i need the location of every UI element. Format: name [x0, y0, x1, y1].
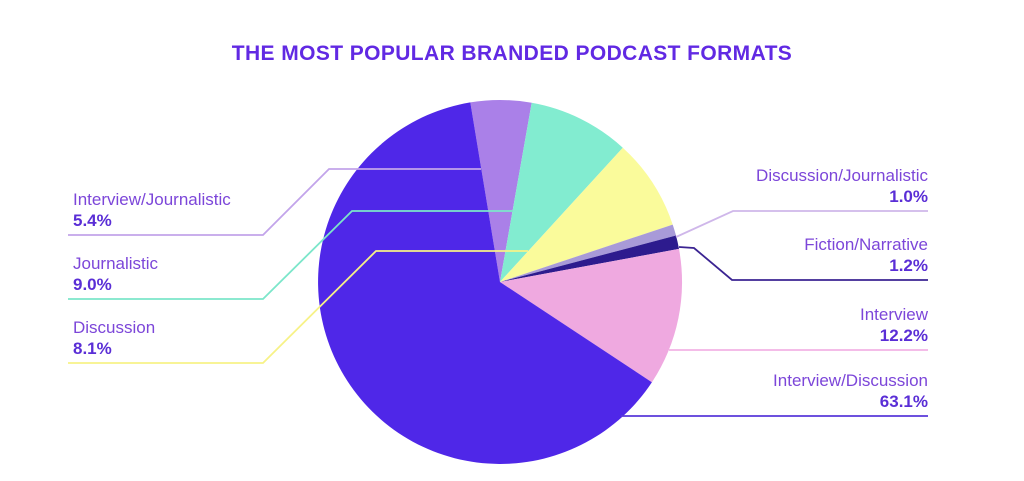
slice-label-fiction-narrative: Fiction/Narrative 1.2% — [804, 234, 928, 276]
slice-label-name: Journalistic — [73, 254, 159, 273]
slice-label-name: Discussion — [73, 318, 156, 337]
leader-line-interview-journalistic — [68, 168, 481, 236]
slice-label-interview: Interview 12.2% — [860, 304, 928, 346]
pie-slice-discussion-journalistic — [500, 224, 676, 282]
slice-label-value: 1.2% — [889, 256, 928, 275]
leader-line-discussion — [68, 250, 528, 364]
slice-label-name: Discussion/Journalistic — [756, 166, 928, 185]
pie-slice-journalistic — [500, 102, 623, 282]
pie-slice-interview — [500, 248, 683, 383]
slice-label-interview-journalistic: Interview/Journalistic 5.4% — [73, 189, 231, 231]
slice-label-name: Interview/Journalistic — [73, 190, 231, 209]
slice-label-interview-discussion: Interview/Discussion 63.1% — [773, 370, 928, 412]
slice-label-discussion-journalistic: Discussion/Journalistic 1.0% — [756, 165, 928, 207]
leader-line-discussion-journalistic — [675, 210, 928, 238]
pie-slice-fiction-narrative — [500, 235, 679, 282]
pie-slice-interview-discussion — [318, 102, 652, 464]
leader-line-fiction-narrative — [678, 246, 928, 281]
slice-label-value: 1.0% — [889, 187, 928, 206]
slice-label-value: 63.1% — [879, 392, 928, 411]
slice-label-value: 12.2% — [879, 326, 928, 345]
slice-label-value: 5.4% — [73, 211, 112, 230]
pie-slice-interview-journalistic — [470, 99, 532, 282]
slice-label-value: 9.0% — [73, 275, 112, 294]
chart-title: THE MOST POPULAR BRANDED PODCAST FORMATS — [231, 42, 793, 65]
slice-label-discussion: Discussion 8.1% — [73, 317, 155, 359]
slice-label-name: Interview — [859, 305, 928, 324]
leader-line-journalistic — [68, 210, 513, 300]
slice-label-journalistic: Journalistic 9.0% — [73, 253, 158, 295]
slice-label-name: Fiction/Narrative — [804, 235, 928, 254]
slice-label-name: Interview/Discussion — [773, 371, 928, 390]
pie-slice-discussion — [500, 147, 673, 282]
slice-label-value: 8.1% — [73, 339, 112, 358]
